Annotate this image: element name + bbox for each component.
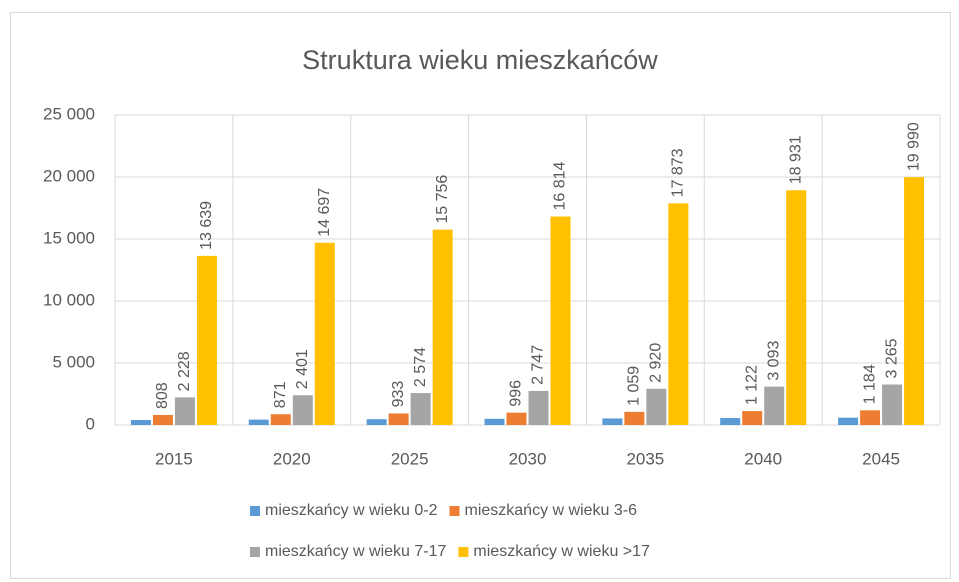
bar (602, 418, 623, 425)
y-tick-label: 15 000 (43, 228, 95, 247)
data-label: 17 873 (670, 148, 687, 197)
bar (764, 386, 785, 425)
x-tick-label: 2035 (626, 449, 664, 468)
y-tick-label: 20 000 (43, 166, 95, 185)
chart-frame (10, 12, 951, 579)
data-label: 2 401 (294, 349, 311, 389)
data-label: 2 574 (412, 347, 429, 387)
bar (314, 242, 335, 425)
data-label: 3 265 (883, 338, 900, 378)
data-label: 2 228 (176, 351, 193, 391)
data-label: 2 747 (530, 345, 547, 385)
bar (196, 255, 217, 425)
y-tick-label: 5 000 (52, 352, 95, 371)
legend-label: mieszkańcy w wieku 3-6 (465, 502, 638, 519)
bar (860, 410, 881, 425)
data-label: 1 059 (626, 366, 643, 406)
legend-label: mieszkańcy w wieku >17 (473, 543, 650, 560)
x-tick-label: 2020 (273, 449, 311, 468)
chart-title: Struktura wieku mieszkańców (302, 45, 658, 75)
bar (646, 388, 667, 425)
data-label: 2 920 (648, 343, 665, 383)
y-tick-label: 0 (86, 414, 95, 433)
bar (624, 411, 645, 425)
data-label: 996 (508, 380, 525, 407)
data-label: 14 697 (316, 188, 333, 237)
bar (152, 414, 173, 425)
data-label: 1 122 (743, 365, 760, 405)
bar (904, 177, 925, 425)
data-label: 18 931 (787, 135, 804, 184)
legend-label: mieszkańcy w wieku 0-2 (265, 502, 438, 519)
bar (528, 390, 549, 425)
bar (130, 419, 151, 425)
bar (506, 412, 527, 425)
legend-label: mieszkańcy w wieku 7-17 (265, 543, 447, 560)
data-label: 15 756 (434, 175, 451, 224)
bar (270, 414, 291, 425)
bar (742, 411, 763, 425)
x-tick-label: 2030 (509, 449, 547, 468)
data-label: 3 093 (765, 341, 782, 381)
y-tick-label: 10 000 (43, 290, 95, 309)
legend-swatch (250, 506, 260, 516)
data-label: 871 (272, 381, 289, 408)
data-label: 1 184 (861, 364, 878, 404)
bar (838, 417, 859, 425)
x-tick-label: 2040 (744, 449, 782, 468)
y-tick-label: 25 000 (43, 104, 95, 123)
x-tick-label: 2045 (862, 449, 900, 468)
bar (720, 418, 741, 425)
bar (388, 413, 409, 425)
bar (410, 393, 431, 425)
legend-swatch (250, 547, 260, 557)
data-label: 808 (154, 382, 171, 409)
legend-swatch (449, 506, 460, 516)
bar (292, 395, 313, 425)
bar (786, 190, 807, 425)
bar (484, 418, 505, 425)
data-label: 13 639 (198, 201, 215, 250)
x-tick-label: 2025 (391, 449, 429, 468)
bar (668, 203, 689, 425)
bar (882, 384, 903, 425)
data-label: 933 (390, 381, 407, 408)
legend-swatch (458, 547, 469, 557)
data-label: 19 990 (905, 122, 922, 171)
x-tick-label: 2015 (155, 449, 193, 468)
bar (432, 229, 453, 425)
bar (174, 397, 195, 425)
bar (248, 419, 269, 425)
bar (550, 216, 571, 425)
bar (366, 419, 387, 425)
data-label: 16 814 (552, 161, 569, 210)
